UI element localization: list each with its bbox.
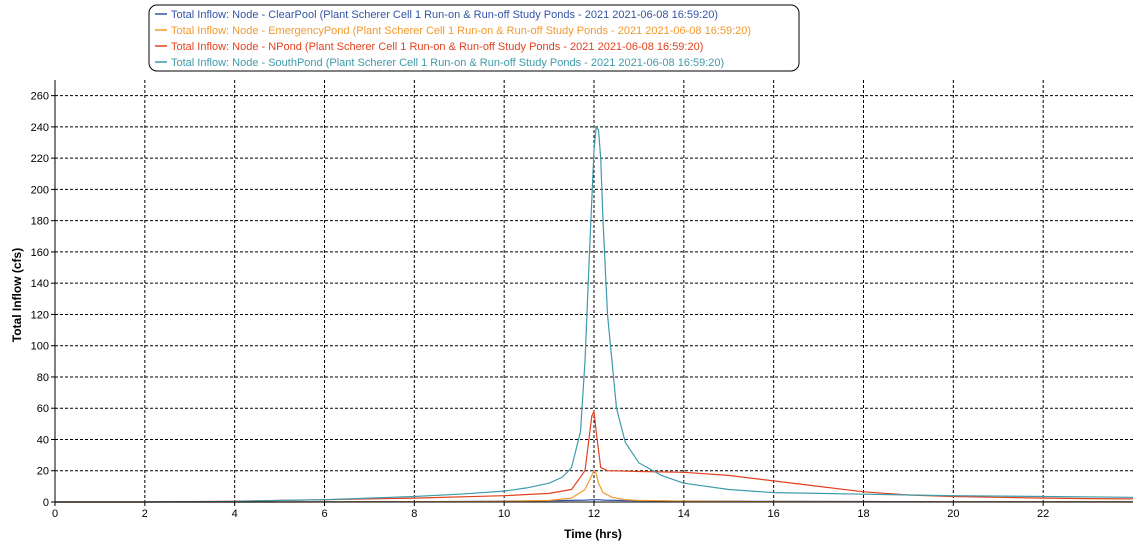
legend-label-2: Total Inflow: Node - EmergencyPond (Plan… bbox=[171, 25, 751, 37]
y-tick-label: 240 bbox=[31, 122, 49, 134]
y-tick-label: 160 bbox=[31, 247, 49, 259]
x-tick-label: 8 bbox=[411, 508, 417, 520]
x-tick-label: 16 bbox=[768, 508, 780, 520]
y-tick-label: 220 bbox=[31, 153, 49, 165]
x-tick-label: 2 bbox=[142, 508, 148, 520]
series-line-4 bbox=[55, 126, 1134, 503]
y-axis-title: Total Inflow (cfs) bbox=[10, 248, 24, 342]
x-tick-label: 10 bbox=[498, 508, 510, 520]
x-tick-label: 14 bbox=[678, 508, 690, 520]
y-tick-label: 80 bbox=[37, 372, 49, 384]
series-line-2 bbox=[55, 470, 1134, 503]
x-tick-label: 18 bbox=[857, 508, 869, 520]
x-tick-label: 0 bbox=[52, 508, 58, 520]
y-tick-label: 40 bbox=[37, 434, 49, 446]
legend-label-1: Total Inflow: Node - ClearPool (Plant Sc… bbox=[171, 9, 718, 21]
y-tick-label: 180 bbox=[31, 216, 49, 228]
y-tick-label: 260 bbox=[31, 91, 49, 103]
x-tick-label: 20 bbox=[947, 508, 959, 520]
ticks-layer: 0 2 4 6 8 10 12 14 16 18 20 22020406080100120140160… bbox=[31, 91, 1050, 520]
series-line-3 bbox=[55, 410, 1134, 503]
grid-layer bbox=[55, 80, 1133, 502]
y-tick-label: 20 bbox=[37, 466, 49, 478]
x-axis-title: Time (hrs) bbox=[564, 527, 622, 541]
x-tick-label: 12 bbox=[588, 508, 600, 520]
y-tick-label: 60 bbox=[37, 403, 49, 415]
y-tick-label: 200 bbox=[31, 184, 49, 196]
x-tick-label: 4 bbox=[232, 508, 238, 520]
legend-box bbox=[148, 4, 800, 72]
x-tick-label: 6 bbox=[321, 508, 327, 520]
y-tick-label: 100 bbox=[31, 341, 49, 353]
legend-items: Total Inflow: Node - ClearPool (Plant Sc… bbox=[155, 9, 751, 69]
series-layer bbox=[55, 126, 1134, 503]
legend-label-3: Total Inflow: Node - NPond (Plant Schere… bbox=[171, 41, 703, 53]
legend: Total Inflow: Node - ClearPool (Plant Sc… bbox=[148, 4, 800, 72]
legend-label-4: Total Inflow: Node - SouthPond (Plant Sc… bbox=[171, 57, 724, 69]
y-tick-label: 140 bbox=[31, 278, 49, 290]
x-tick-label: 22 bbox=[1037, 508, 1049, 520]
y-tick-label: 0 bbox=[43, 497, 49, 509]
y-tick-label: 120 bbox=[31, 309, 49, 321]
